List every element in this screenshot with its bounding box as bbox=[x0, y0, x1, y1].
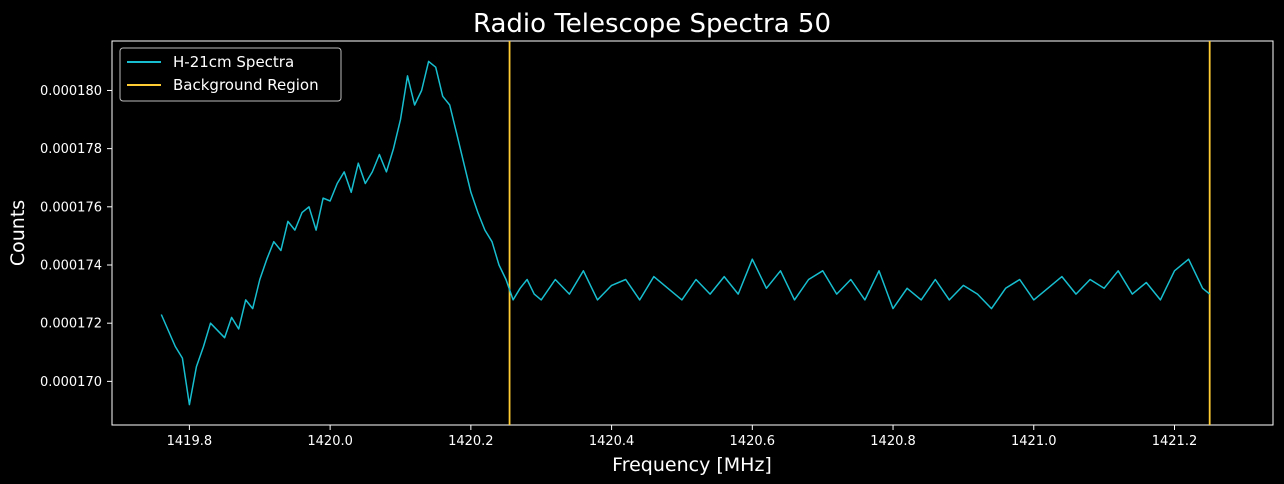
x-tick-label: 1420.6 bbox=[730, 434, 776, 449]
y-tick-label: 0.000178 bbox=[40, 142, 102, 157]
y-axis-ticks: 0.000170 0.000172 0.000174 0.000176 0.000178… bbox=[40, 84, 112, 390]
background-region-lines bbox=[508, 41, 1211, 425]
legend-label-background: Background Region bbox=[173, 76, 319, 94]
y-tick-label: 0.000172 bbox=[40, 317, 102, 332]
x-tick-label: 1420.4 bbox=[589, 434, 635, 449]
x-axis-label: Frequency [MHz] bbox=[612, 454, 772, 476]
y-tick-label: 0.000170 bbox=[40, 375, 102, 390]
x-tick-label: 1420.2 bbox=[448, 434, 494, 449]
x-tick-label: 1420.0 bbox=[307, 434, 353, 449]
y-axis-label: Counts bbox=[7, 200, 29, 266]
legend-label-spectra: H-21cm Spectra bbox=[173, 53, 294, 71]
y-tick-label: 0.000174 bbox=[40, 259, 102, 274]
x-tick-label: 1421.2 bbox=[1152, 434, 1198, 449]
x-tick-label: 1421.0 bbox=[1011, 434, 1057, 449]
plot-area bbox=[111, 40, 1274, 426]
y-tick-label: 0.000176 bbox=[40, 200, 102, 215]
legend: H-21cm Spectra Background Region bbox=[119, 47, 342, 102]
x-tick-label: 1420.8 bbox=[870, 434, 916, 449]
y-tick-label: 0.000180 bbox=[40, 84, 102, 99]
chart-title: Radio Telescope Spectra 50 bbox=[473, 9, 831, 39]
x-axis-ticks: 1419.8 1420.0 1420.2 1420.4 1420.6 1420.8 1421… bbox=[167, 425, 1198, 449]
series-line-0 bbox=[160, 60, 1211, 406]
series-lines bbox=[160, 60, 1211, 406]
legend-box bbox=[119, 47, 342, 102]
x-tick-label: 1419.8 bbox=[167, 434, 213, 449]
axes-frame bbox=[111, 40, 1274, 426]
